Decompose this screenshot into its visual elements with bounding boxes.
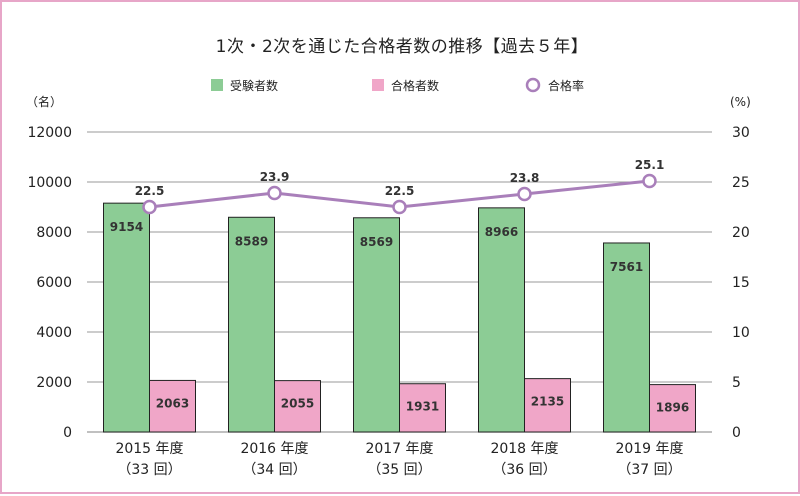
legend-marker-pass-rate	[525, 77, 541, 93]
pass-rate-value-label: 22.5	[385, 184, 415, 198]
applicants-value-label: 7561	[610, 260, 643, 274]
pass-rate-line-layer	[142, 173, 657, 215]
right-tick-label: 10	[732, 325, 750, 341]
legend-label-pass-rate: 合格率	[548, 78, 584, 93]
pass-rate-point	[142, 199, 157, 215]
right-tick-label: 0	[732, 425, 741, 441]
category-sub-label: （37 回）	[617, 462, 681, 478]
category-sub-label: （34 回）	[242, 462, 306, 478]
left-tick-label: 12000	[27, 125, 72, 141]
passers-value-label: 1931	[406, 400, 439, 414]
category-sub-label: （35 回）	[367, 462, 431, 478]
category-label: 2019 年度	[615, 441, 683, 457]
applicants-value-label: 8569	[360, 235, 393, 249]
category-label: 2018 年度	[490, 441, 558, 457]
category-sub-label: （36 回）	[492, 462, 556, 478]
legend-label-passers: 合格者数	[391, 78, 439, 93]
pass-rate-point	[392, 199, 407, 215]
legend: 受験者数 合格者数 合格率	[211, 77, 584, 93]
left-tick-label: 6000	[36, 275, 72, 291]
category-label: 2015 年度	[115, 441, 183, 457]
left-axis-ticks: 12000 10000 8000 6000 4000 2000 0	[27, 125, 72, 441]
category-sub-label: （33 回）	[117, 462, 181, 478]
applicants-value-label: 8966	[485, 225, 518, 239]
applicants-value-label: 8589	[235, 234, 268, 248]
pass-rate-value-label: 23.9	[260, 170, 290, 184]
legend-swatch-applicants	[211, 79, 223, 91]
pass-rate-value-label: 22.5	[135, 184, 165, 198]
bar-applicants	[353, 217, 400, 433]
pass-rate-point	[517, 186, 532, 202]
category-label: 2017 年度	[365, 441, 433, 457]
bar-passers	[149, 379, 196, 433]
pass-rate-value-label: 23.8	[510, 171, 540, 185]
data-labels-layer: 9154 2063 8589 2055 8569 1931 8966 2135 7561 1896…	[110, 158, 689, 415]
bar-passers	[649, 384, 696, 433]
left-tick-label: 10000	[27, 175, 72, 191]
passers-value-label: 1896	[656, 401, 689, 415]
bar-applicants	[478, 207, 525, 433]
bar-passers	[399, 383, 446, 433]
bar-applicants	[228, 216, 275, 433]
applicants-value-label: 9154	[110, 220, 143, 234]
passers-value-label: 2135	[531, 395, 564, 409]
left-tick-label: 4000	[36, 325, 72, 341]
right-axis-unit: (%)	[730, 95, 751, 109]
left-tick-label: 2000	[36, 375, 72, 391]
bar-passers	[274, 380, 321, 433]
right-tick-label: 25	[732, 175, 750, 191]
right-tick-label: 15	[732, 275, 750, 291]
right-tick-label: 30	[732, 125, 750, 141]
passers-value-label: 2063	[156, 396, 189, 410]
pass-rate-value-label: 25.1	[635, 158, 665, 172]
right-tick-label: 20	[732, 225, 750, 241]
chart-title: 1次・2次を通じた合格者数の推移【過去５年】	[216, 37, 589, 57]
bar-applicants	[603, 242, 650, 433]
right-tick-label: 5	[732, 375, 741, 391]
legend-label-applicants: 受験者数	[230, 78, 278, 93]
pass-rate-point	[267, 185, 282, 201]
passers-value-label: 2055	[281, 397, 314, 411]
left-tick-label: 8000	[36, 225, 72, 241]
category-labels-layer: 2015 年度 （33 回） 2016 年度 （34 回） 2017 年度 （35 回） 2…	[115, 441, 683, 478]
left-axis-unit: （名）	[26, 94, 62, 109]
bars-layer	[103, 202, 696, 433]
left-tick-label: 0	[63, 425, 72, 441]
bar-applicants	[103, 202, 150, 433]
pass-rate-point	[642, 173, 657, 189]
bar-passers	[524, 378, 571, 433]
category-label: 2016 年度	[240, 441, 308, 457]
legend-swatch-passers	[372, 79, 384, 91]
right-axis-ticks: 30 25 20 15 10 5 0	[732, 125, 750, 441]
